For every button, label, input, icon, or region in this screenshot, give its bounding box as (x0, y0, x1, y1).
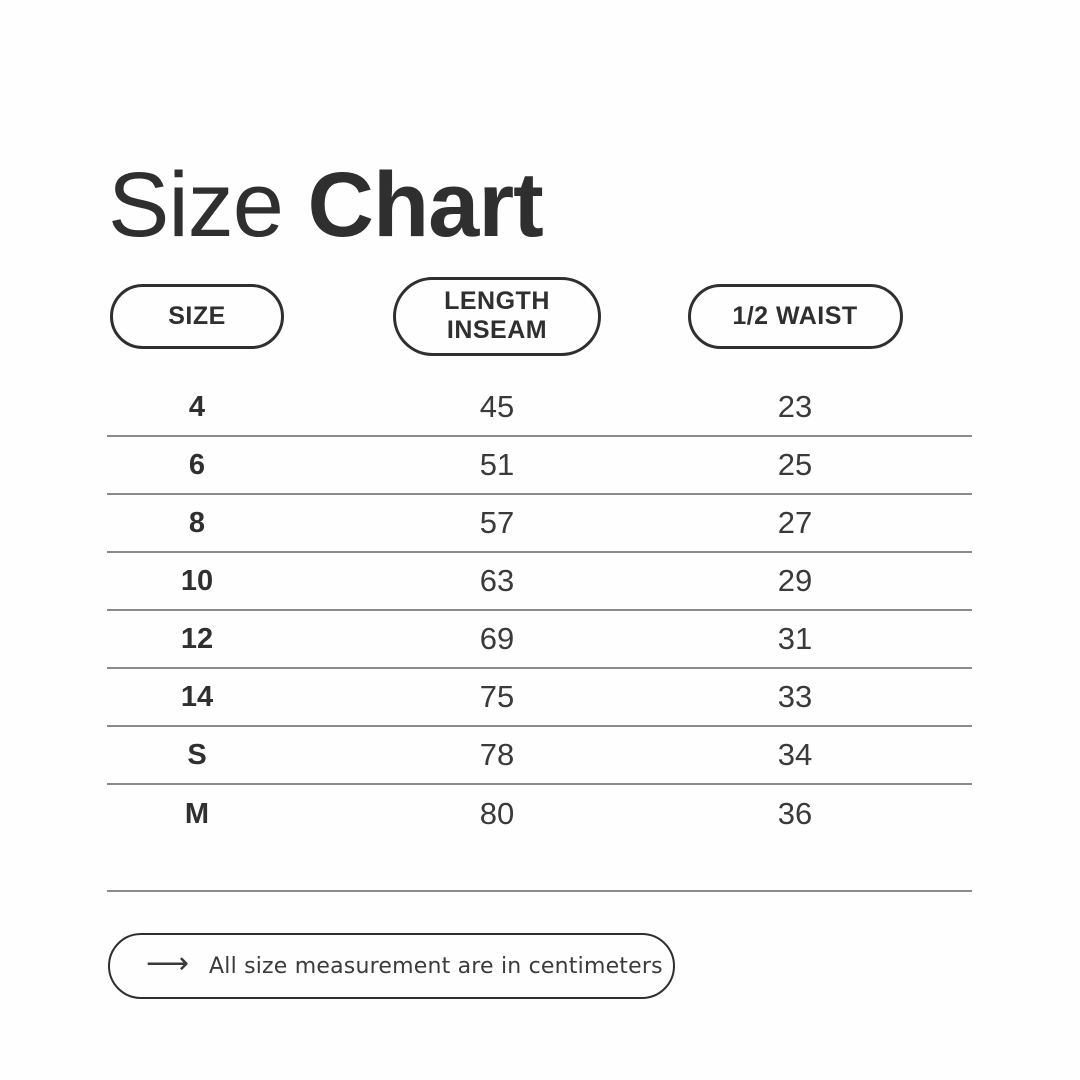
table-row: 6 51 25 (107, 437, 972, 495)
cell-half-waist: 34 (777, 737, 813, 772)
cell-size: 8 (188, 506, 206, 539)
cell-size: 6 (188, 448, 206, 481)
cell-half-waist: 33 (777, 679, 813, 714)
column-header-length-label-line2: INSEAM (446, 316, 548, 344)
measurement-note-pill: ⟶ All size measurement are in centimeter… (108, 933, 675, 999)
cell-length-inseam: 78 (479, 737, 515, 772)
cell-half-waist: 25 (777, 447, 813, 482)
size-table: 4 45 23 6 51 25 8 57 27 10 63 29 12 69 3… (107, 379, 972, 892)
cell-length-inseam: 51 (479, 447, 515, 482)
page-title-regular: Size (108, 153, 284, 256)
page-title: Size Chart (108, 159, 544, 251)
table-row: 14 75 33 (107, 669, 972, 727)
cell-length-inseam: 45 (479, 389, 515, 424)
page-title-bold: Chart (307, 153, 544, 256)
cell-half-waist: 36 (777, 796, 813, 831)
cell-length-inseam: 75 (479, 679, 515, 714)
column-header-size-label: SIZE (168, 301, 226, 330)
cell-size: 14 (180, 680, 214, 713)
cell-size: 10 (180, 564, 214, 597)
cell-half-waist: 31 (777, 621, 813, 656)
table-bottom-rule (107, 843, 972, 892)
table-row: 8 57 27 (107, 495, 972, 553)
long-right-arrow-icon: ⟶ (146, 946, 190, 981)
cell-size: M (184, 797, 210, 830)
measurement-note-text: All size measurement are in centimeters (209, 953, 663, 979)
table-row: 10 63 29 (107, 553, 972, 611)
cell-length-inseam: 80 (479, 796, 515, 831)
cell-size: 4 (188, 390, 206, 423)
column-header-half-waist: 1/2 WAIST (687, 283, 903, 349)
table-row: S 78 34 (107, 727, 972, 785)
cell-half-waist: 29 (777, 563, 813, 598)
cell-half-waist: 23 (777, 389, 813, 424)
column-header-length-inseam: LENGTH INSEAM (393, 276, 601, 356)
cell-length-inseam: 57 (479, 505, 515, 540)
cell-length-inseam: 69 (479, 621, 515, 656)
cell-size: S (187, 738, 207, 771)
table-row: M 80 36 (107, 785, 972, 843)
cell-size: 12 (180, 622, 214, 655)
column-header-length-label-line1: LENGTH (444, 287, 550, 316)
column-header-half-waist-label: 1/2 WAIST (732, 301, 858, 330)
cell-half-waist: 27 (777, 505, 813, 540)
table-row: 4 45 23 (107, 379, 972, 437)
column-header-size: SIZE (110, 283, 284, 349)
cell-length-inseam: 63 (479, 563, 515, 598)
table-header-row: SIZE LENGTH INSEAM 1/2 WAIST (107, 276, 972, 356)
table-row: 12 69 31 (107, 611, 972, 669)
